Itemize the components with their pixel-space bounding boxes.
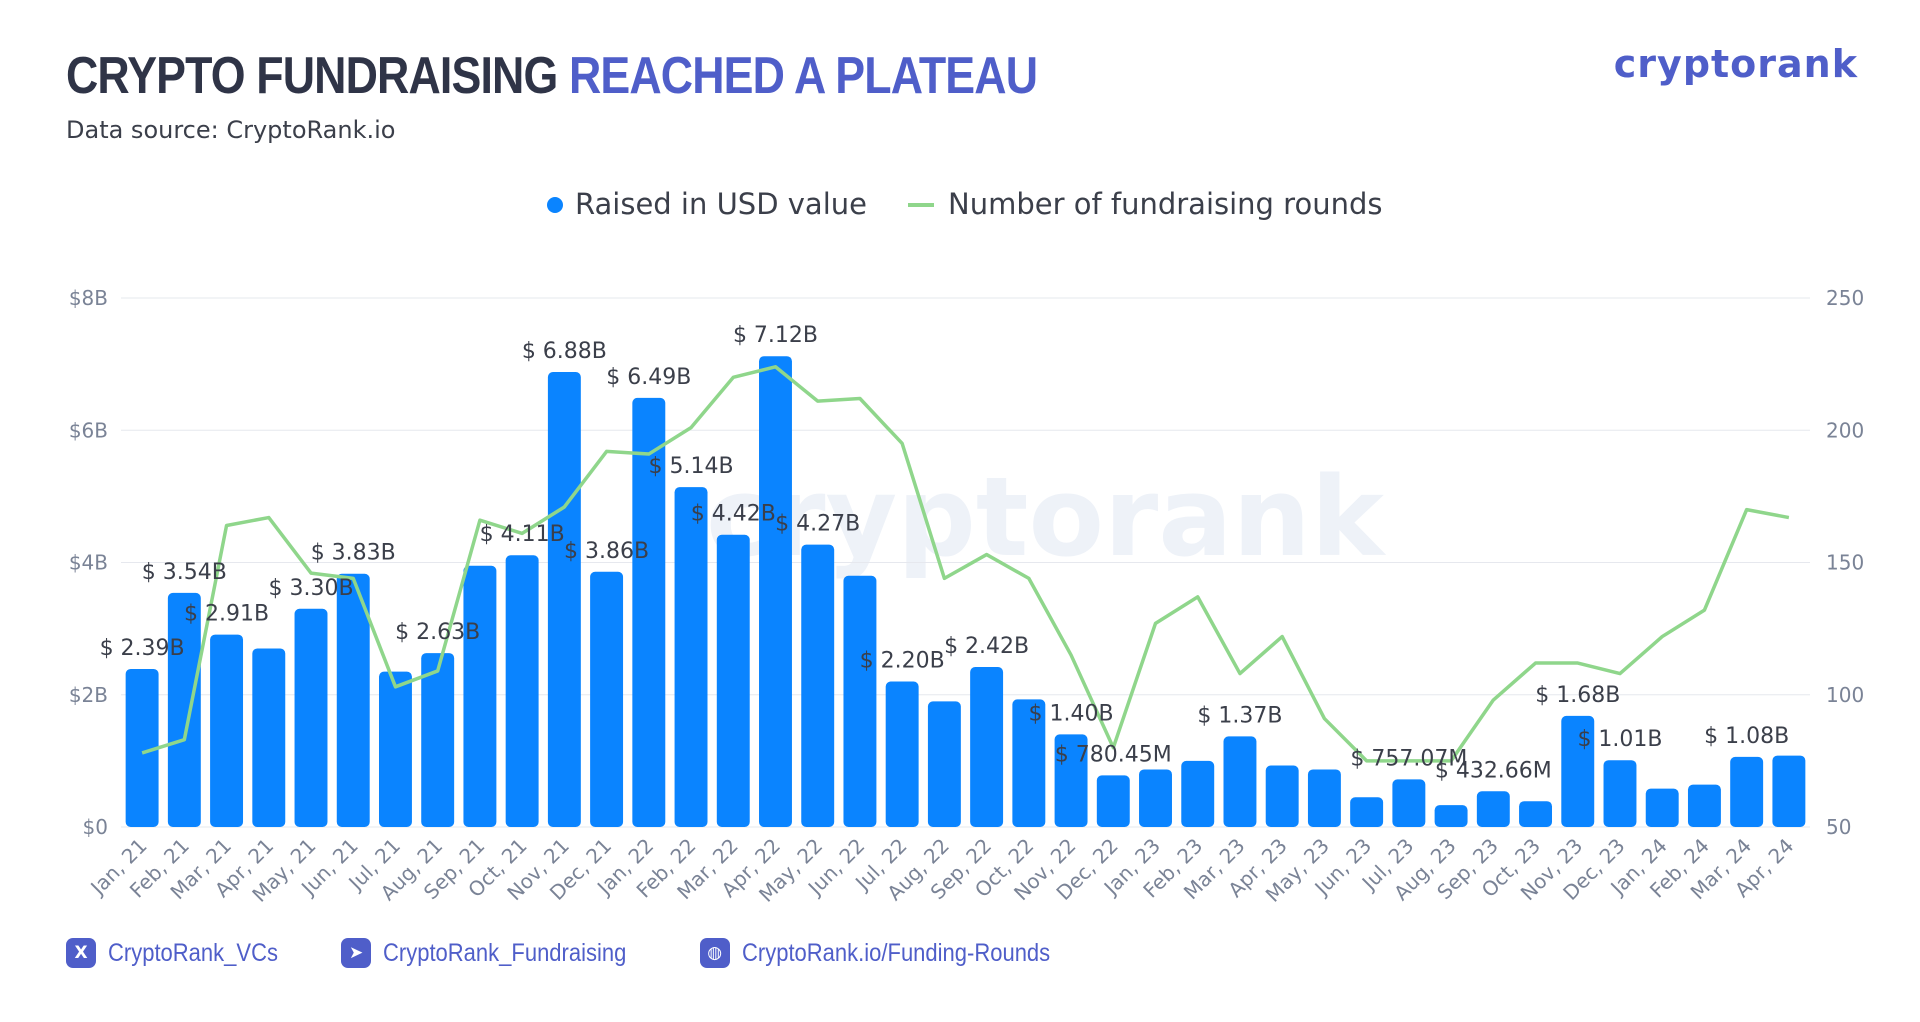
- bar: [1307, 769, 1341, 827]
- bar: [927, 701, 961, 827]
- legend-label-bars: Raised in USD value: [575, 187, 867, 221]
- data-label: $ 3.54B: [142, 560, 227, 585]
- data-label: $ 3.30B: [268, 576, 353, 601]
- bar: [1645, 788, 1679, 827]
- data-label: $ 4.27B: [775, 512, 860, 537]
- bar: [716, 534, 750, 827]
- bar: [1730, 756, 1764, 827]
- bar: [1223, 736, 1257, 827]
- rounds-line: [141, 365, 1790, 763]
- bar: [421, 653, 455, 827]
- data-label: $ 2.20B: [860, 649, 945, 674]
- data-label: $ 2.39B: [100, 636, 185, 661]
- y-right-tick-label: 150: [1826, 551, 1864, 575]
- cryptorank-logo: cryptorank: [1613, 42, 1858, 86]
- bar: [294, 608, 328, 827]
- telegram-icon: ➤: [341, 938, 372, 968]
- data-label: $ 7.12B: [733, 323, 818, 348]
- bar: [674, 487, 708, 827]
- bar: [1603, 760, 1637, 827]
- x-icon: X: [66, 938, 96, 968]
- bar: [1181, 760, 1215, 827]
- bar: [1139, 769, 1172, 827]
- data-label: $ 4.11B: [480, 522, 565, 547]
- y-left-tick-label: $6B: [69, 418, 108, 442]
- data-label: $ 6.49B: [606, 365, 691, 390]
- y-right-tick-label: 250: [1826, 286, 1864, 310]
- bar: [1476, 791, 1510, 827]
- data-label: $ 780.45M: [1055, 742, 1172, 767]
- data-label: $ 4.42B: [691, 502, 776, 527]
- data-label: $ 3.86B: [564, 539, 649, 564]
- bar: [1054, 734, 1088, 827]
- legend-swatch-bars: [547, 197, 563, 213]
- bar: [210, 634, 244, 827]
- footer-link-telegram[interactable]: ➤ CryptoRank_Fundraising: [341, 938, 660, 968]
- bar: [1772, 755, 1806, 827]
- footer-link-label: CryptoRank_Fundraising: [383, 938, 627, 967]
- y-right-tick-label: 200: [1826, 418, 1864, 442]
- bar: [1265, 765, 1299, 827]
- title-accent: REACHED A PLATEAU: [568, 47, 1038, 105]
- bar: [1687, 784, 1721, 827]
- data-label: $ 1.01B: [1577, 727, 1662, 752]
- data-label: $ 757.07M: [1350, 746, 1467, 771]
- bar: [167, 592, 201, 827]
- y-right-tick-label: 50: [1826, 815, 1851, 839]
- bar: [125, 668, 159, 827]
- bar: [801, 544, 835, 827]
- data-label: $ 5.14B: [648, 454, 733, 479]
- data-label: $ 6.88B: [522, 339, 607, 364]
- bar: [505, 555, 539, 827]
- legend-label-line: Number of fundraising rounds: [948, 187, 1383, 221]
- bar: [1561, 715, 1595, 827]
- bar: [632, 397, 666, 827]
- bar: [759, 356, 792, 827]
- fundraising-chart: cryptorank$0$2B$4B$6B$8B50100150200250$ …: [69, 187, 1864, 907]
- data-label: $ 2.42B: [944, 634, 1029, 659]
- bar: [378, 671, 412, 827]
- data-label: $ 3.83B: [311, 541, 396, 566]
- y-left-tick-label: $0: [83, 815, 108, 839]
- footer-link-label: CryptoRank.io/Funding-Rounds: [741, 938, 1050, 967]
- footer-link-x[interactable]: X CryptoRank_VCs: [66, 938, 301, 968]
- bar: [590, 571, 624, 827]
- data-source-subtitle: Data source: CryptoRank.io: [66, 116, 396, 144]
- y-left-tick-label: $4B: [69, 551, 108, 575]
- data-label: $ 2.63B: [395, 620, 480, 645]
- data-label: $ 2.91B: [184, 602, 269, 627]
- data-label: $ 1.68B: [1535, 683, 1620, 708]
- bar: [252, 648, 286, 827]
- y-right-tick-label: 100: [1826, 683, 1864, 707]
- bar: [843, 575, 877, 827]
- bar: [1012, 699, 1046, 827]
- footer-links: X CryptoRank_VCs ➤ CryptoRank_Fundraisin…: [66, 938, 1092, 968]
- bar: [1434, 805, 1468, 827]
- globe-icon: ◍: [699, 938, 730, 968]
- data-label: $ 1.40B: [1029, 701, 1114, 726]
- data-label: $ 1.08B: [1704, 724, 1789, 749]
- bar: [1392, 779, 1426, 827]
- bar: [1096, 775, 1130, 827]
- data-label: $ 432.66M: [1435, 758, 1552, 783]
- bar: [336, 573, 370, 827]
- y-left-tick-label: $8B: [69, 286, 108, 310]
- footer-link-website[interactable]: ◍ CryptoRank.io/Funding-Rounds: [699, 938, 1092, 968]
- y-left-tick-label: $2B: [69, 683, 108, 707]
- bar: [970, 666, 1004, 827]
- data-label: $ 1.37B: [1197, 703, 1282, 728]
- bar: [463, 565, 497, 827]
- footer-link-label: CryptoRank_VCs: [108, 938, 278, 967]
- title-main: CRYPTO FUNDRAISING: [66, 47, 558, 105]
- page-title: CRYPTO FUNDRAISING REACHED A PLATEAU: [66, 46, 1038, 106]
- bar: [1350, 797, 1384, 827]
- bar: [1519, 801, 1553, 827]
- bar: [547, 372, 581, 827]
- bar: [885, 681, 919, 827]
